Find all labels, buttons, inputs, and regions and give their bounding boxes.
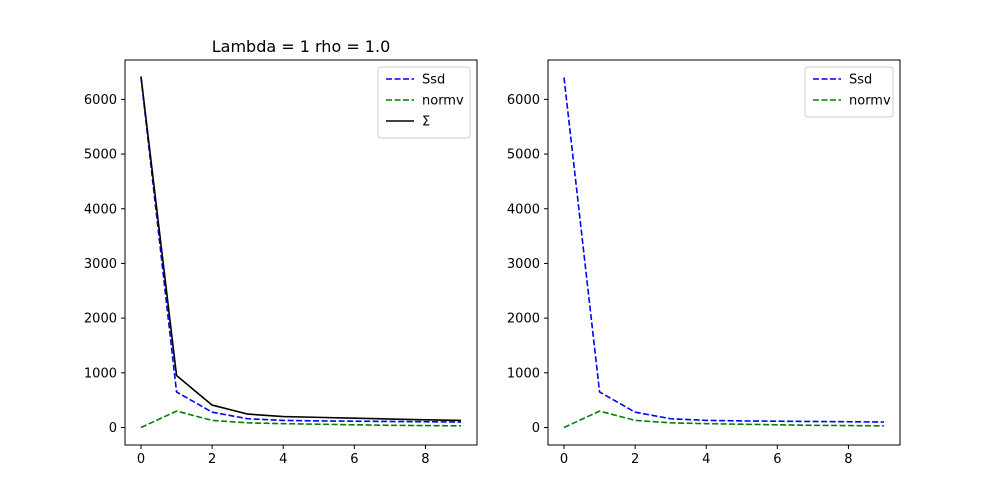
x-tick-label: 8 (844, 452, 852, 467)
x-tick-label: 0 (137, 452, 145, 467)
y-tick-label: 1000 (507, 366, 540, 381)
legend: Ssd normv (804, 66, 894, 118)
series-line-normv (563, 410, 885, 429)
x-tick-label: 2 (631, 452, 639, 467)
legend-label: Ssd (849, 73, 872, 88)
y-tick-label: 0 (109, 421, 117, 436)
axes-frame (547, 59, 901, 446)
legend-label: normv (422, 94, 464, 109)
series-line-ssd (140, 77, 462, 423)
y-tick-label: 5000 (507, 148, 540, 163)
legend-label: Ssd (422, 73, 445, 88)
series-line-sigma (140, 76, 462, 422)
x-tick-label: 6 (773, 452, 781, 467)
axes-frame (124, 59, 478, 446)
y-tick-label: 5000 (84, 148, 117, 163)
legend-label: Σ (422, 115, 430, 130)
y-tick-label: 2000 (84, 312, 117, 327)
y-tick-label: 2000 (507, 312, 540, 327)
y-tick-label: 0 (532, 421, 540, 436)
x-tick-label: 2 (208, 452, 216, 467)
series-line-normv (140, 410, 462, 429)
x-tick-label: 8 (421, 452, 429, 467)
chart-title: Lambda = 1 rho = 1.0 (212, 37, 391, 56)
y-tick-label: 3000 (84, 257, 117, 272)
y-tick-label: 4000 (507, 202, 540, 217)
y-tick-label: 6000 (507, 93, 540, 108)
x-tick-label: 4 (702, 452, 710, 467)
series-line-ssd (563, 77, 885, 423)
x-tick-label: 0 (560, 452, 568, 467)
legend-label: normv (849, 94, 891, 109)
x-tick-label: 6 (350, 452, 358, 467)
chart-right: 0 2 4 6 8 0 1000 2000 3000 4000 5000 6000 Ssd normv (507, 59, 901, 467)
chart-left: Lambda = 1 rho = 1.0 0 2 4 6 8 0 1000 2000 3000 40… (84, 37, 478, 467)
y-tick-label: 3000 (507, 257, 540, 272)
y-tick-label: 1000 (84, 366, 117, 381)
y-tick-label: 4000 (84, 202, 117, 217)
legend: Ssd normv Σ (377, 66, 471, 139)
y-tick-label: 6000 (84, 93, 117, 108)
x-tick-label: 4 (279, 452, 287, 467)
